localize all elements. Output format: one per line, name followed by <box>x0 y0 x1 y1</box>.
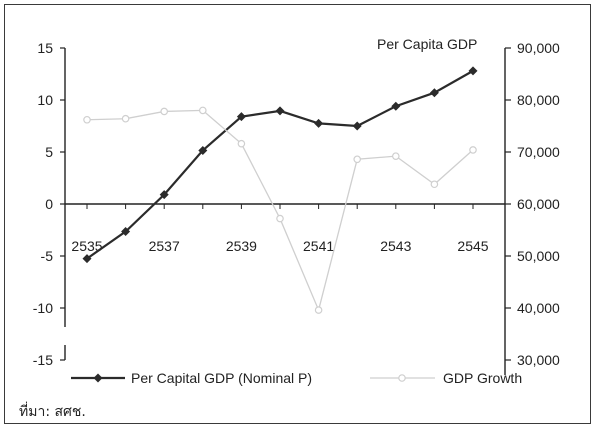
data-point-per-capita-gdp <box>198 145 208 155</box>
x-tick-label: 2539 <box>226 238 257 254</box>
left-tick-label: 15 <box>37 40 53 56</box>
x-tick-label: 2535 <box>71 238 102 254</box>
data-point-per-capita-gdp <box>82 254 92 264</box>
data-point-gdp-growth <box>83 115 91 124</box>
right-tick-label: 60,000 <box>517 196 560 212</box>
data-point-per-capita-gdp <box>391 101 401 111</box>
right-tick-label: 90,000 <box>517 40 560 56</box>
data-point-per-capita-gdp <box>275 106 285 116</box>
series-line-per-capita-gdp <box>86 69 474 260</box>
left-tick-label: 0 <box>45 196 53 212</box>
data-point-gdp-growth <box>199 106 207 115</box>
data-point-gdp-growth <box>276 214 284 223</box>
data-point-gdp-growth <box>353 155 362 164</box>
data-point-per-capita-gdp <box>314 118 324 128</box>
x-tick-label: 2537 <box>149 238 180 254</box>
right-tick-label: 30,000 <box>517 352 560 368</box>
data-point-gdp-growth <box>121 114 130 123</box>
data-point-gdp-growth <box>314 306 323 314</box>
legend-label-gdp-growth: GDP Growth <box>443 370 522 386</box>
legend-label-per-capita-gdp: Per Capital GDP (Nominal P) <box>131 370 312 386</box>
left-tick-label: 5 <box>45 144 53 160</box>
series-line-gdp-growth <box>86 109 474 313</box>
legend-marker-per-capita-gdp <box>93 373 103 383</box>
data-point-gdp-growth <box>430 180 439 189</box>
right-tick-label: 80,000 <box>517 92 560 108</box>
x-tick-label: 2541 <box>303 238 334 254</box>
data-point-per-capita-gdp <box>352 121 362 131</box>
data-point-per-capita-gdp <box>468 66 478 76</box>
left-tick-label: -5 <box>41 248 54 264</box>
data-point-gdp-growth <box>237 139 246 148</box>
data-point-gdp-growth <box>469 146 477 154</box>
legend-marker-gdp-growth <box>398 374 406 382</box>
data-point-gdp-growth <box>160 107 169 116</box>
chart-frame: 15 10 5 0 -5 -10 -15 90,000 80,000 70,000 60,000 50… <box>4 4 591 424</box>
right-tick-label: 70,000 <box>517 144 560 160</box>
left-tick-label: 10 <box>37 92 53 108</box>
left-tick-label: -15 <box>33 352 53 368</box>
x-tick-label: 2543 <box>380 238 411 254</box>
data-point-per-capita-gdp <box>159 190 169 200</box>
data-point-per-capita-gdp <box>429 88 439 98</box>
left-tick-label: -10 <box>33 300 53 316</box>
right-tick-label: 40,000 <box>517 300 560 316</box>
data-point-per-capita-gdp <box>236 112 246 122</box>
chart-svg: 15 10 5 0 -5 -10 -15 90,000 80,000 70,000 60,000 50… <box>33 36 560 386</box>
data-point-gdp-growth <box>391 152 400 160</box>
source-note: ที่มา: สศช. <box>19 404 86 420</box>
x-tick-label: 2545 <box>457 238 488 254</box>
right-tick-label: 50,000 <box>517 248 560 264</box>
data-point-per-capita-gdp <box>121 227 131 237</box>
right-axis-title: Per Capita GDP <box>377 36 477 52</box>
